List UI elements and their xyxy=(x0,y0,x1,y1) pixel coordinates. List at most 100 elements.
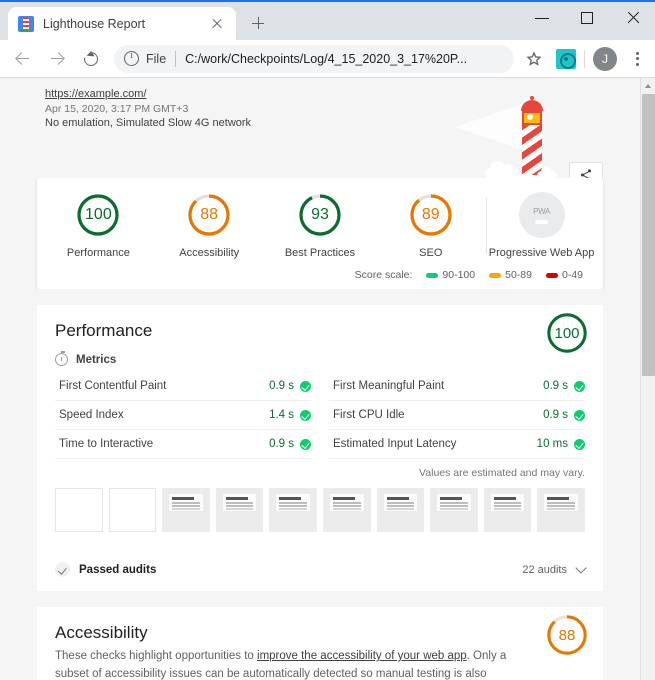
scrollbar-up-arrow-icon[interactable] xyxy=(641,80,655,92)
legend-range: 90-100 xyxy=(442,269,476,281)
gauge-label: Performance xyxy=(66,247,130,259)
url-text: C:/work/Checkpoints/Log/4_15_2020_3_17%2… xyxy=(185,51,468,66)
metric-row[interactable]: Time to Interactive 0.9 s xyxy=(55,430,311,459)
cloud-icon xyxy=(485,161,519,178)
share-icon xyxy=(580,169,592,178)
metrics-title: Metrics xyxy=(76,353,117,366)
address-bar[interactable]: File C:/work/Checkpoints/Log/4_15_2020_3… xyxy=(114,44,514,73)
gauge-label: Accessibility xyxy=(179,247,240,259)
share-button[interactable] xyxy=(569,162,603,178)
gauge-ring: 93 xyxy=(297,192,343,238)
score-scale-legend: Score scale: 90-100 50-89 0-49 xyxy=(37,259,603,281)
minimize-button[interactable] xyxy=(520,2,565,34)
metrics-header: Metrics xyxy=(55,350,585,366)
score-gauge-performance[interactable]: 100 Performance xyxy=(43,192,154,259)
metric-row[interactable]: First Contentful Paint 0.9 s xyxy=(55,372,311,401)
browser-toolbar: File C:/work/Checkpoints/Log/4_15_2020_3… xyxy=(0,40,655,78)
gauge-value: 88 xyxy=(200,206,219,223)
score-gauge-pwa[interactable]: PWA Progressive Web App xyxy=(486,192,597,259)
maximize-button[interactable] xyxy=(565,2,610,34)
score-scale-chip-pass: 90-100 xyxy=(426,269,475,281)
score-gauge-seo[interactable]: 89 SEO xyxy=(375,192,486,259)
new-tab-button[interactable] xyxy=(244,9,272,37)
legend-range: 50-89 xyxy=(505,269,532,281)
report-url-link[interactable]: https://example.com/ xyxy=(45,88,147,100)
metric-row[interactable]: First Meaningful Paint 0.9 s xyxy=(329,372,585,401)
performance-section-gauge: 100 xyxy=(545,311,589,355)
score-gauge-best-practices[interactable]: 93 Best Practices xyxy=(265,192,376,259)
metric-row[interactable]: First CPU Idle 0.9 s xyxy=(329,401,585,430)
window-controls xyxy=(520,2,655,34)
score-scale-chip-average: 50-89 xyxy=(489,269,532,281)
metric-row[interactable]: Estimated Input Latency 10 ms xyxy=(329,430,585,459)
performance-section: Performance 100 Metrics xyxy=(37,305,603,591)
accessibility-doc-link[interactable]: improve the accessibility of your web ap… xyxy=(257,650,467,662)
pass-check-icon xyxy=(574,380,585,392)
page-info-icon[interactable] xyxy=(124,50,139,66)
filmstrip-frame xyxy=(108,488,157,532)
legend-swatch-green xyxy=(426,272,439,278)
window-close-button[interactable] xyxy=(610,2,655,34)
lighthouse-report: https://example.com/ Apr 15, 2020, 3:17 … xyxy=(0,78,640,680)
passed-audits-label: Passed audits xyxy=(79,563,157,576)
pass-check-icon xyxy=(300,409,311,421)
filmstrip-frame xyxy=(162,488,210,532)
gauge-value: 88 xyxy=(558,626,576,644)
filmstrip xyxy=(55,488,585,532)
browser-tab[interactable]: Lighthouse Report xyxy=(8,7,236,40)
metric-value: 0.9 s xyxy=(543,409,568,421)
score-gauge-accessibility[interactable]: 88 Accessibility xyxy=(154,192,265,259)
section-gap xyxy=(0,591,640,607)
desc-text-part1: These checks highlight opportunities to xyxy=(55,650,258,662)
filmstrip-frame xyxy=(483,488,532,532)
legend-range: 0-49 xyxy=(561,269,583,281)
tab-close-icon[interactable] xyxy=(208,15,226,33)
scores-card: 100 Performance 88 Accessibility xyxy=(37,178,603,289)
gauge-label: Progressive Web App xyxy=(488,247,595,259)
report-timestamp: Apr 15, 2020, 3:17 PM GMT+3 xyxy=(45,103,189,115)
report-header: https://example.com/ Apr 15, 2020, 3:17 … xyxy=(0,78,640,178)
estimate-note: Values are estimated and may vary. xyxy=(419,467,585,479)
forward-button[interactable] xyxy=(42,44,72,74)
filmstrip-frame xyxy=(537,488,585,532)
chevron-down-icon[interactable] xyxy=(575,561,587,574)
stopwatch-icon xyxy=(55,350,68,366)
metrics-column-left: First Contentful Paint 0.9 s Speed Index… xyxy=(55,372,329,459)
pwa-badge: PWA xyxy=(518,192,565,238)
gauge-value: 89 xyxy=(421,206,440,223)
metrics-column-right: First Meaningful Paint 0.9 s First CPU I… xyxy=(329,372,585,459)
cloud-icon xyxy=(537,166,557,178)
check-icon xyxy=(55,562,70,577)
metric-value: 0.9 s xyxy=(269,438,294,450)
accessibility-section: Accessibility 88 These checks highlight … xyxy=(37,607,603,680)
filmstrip-frame xyxy=(215,488,264,532)
metric-name: Time to Interactive xyxy=(59,438,154,450)
pass-check-icon xyxy=(574,438,585,450)
kebab-menu-icon[interactable] xyxy=(625,45,649,73)
accessibility-description: These checks highlight opportunities to … xyxy=(55,648,525,680)
page-title: Performance xyxy=(55,321,153,340)
metric-value: 1.4 s xyxy=(269,409,294,421)
metric-value: 0.9 s xyxy=(543,380,568,392)
reload-button[interactable] xyxy=(76,44,106,74)
pass-check-icon xyxy=(574,409,585,421)
gauge-label: Best Practices xyxy=(284,247,356,259)
bookmark-star-icon[interactable] xyxy=(520,45,548,73)
back-button[interactable] xyxy=(8,44,38,74)
gauge-ring: 100 xyxy=(75,192,121,238)
lighthouse-illustration-icon xyxy=(512,96,552,178)
extension-icon[interactable] xyxy=(556,48,576,69)
page-scrollbar[interactable] xyxy=(640,78,655,680)
filmstrip-frame xyxy=(269,488,317,532)
metric-name: First CPU Idle xyxy=(333,409,405,421)
url-scheme-label: File xyxy=(146,51,167,66)
report-environment: No emulation, Simulated Slow 4G network xyxy=(45,117,252,129)
metric-value: 0.9 s xyxy=(269,380,294,392)
filmstrip-frame xyxy=(430,488,478,532)
avatar[interactable]: J xyxy=(593,46,617,71)
metric-row[interactable]: Speed Index 1.4 s xyxy=(55,401,311,430)
scrollbar-thumb[interactable] xyxy=(642,94,655,376)
passed-audits-toggle[interactable]: Passed audits 22 audits xyxy=(55,552,587,591)
page-viewport: https://example.com/ Apr 15, 2020, 3:17 … xyxy=(0,78,655,680)
